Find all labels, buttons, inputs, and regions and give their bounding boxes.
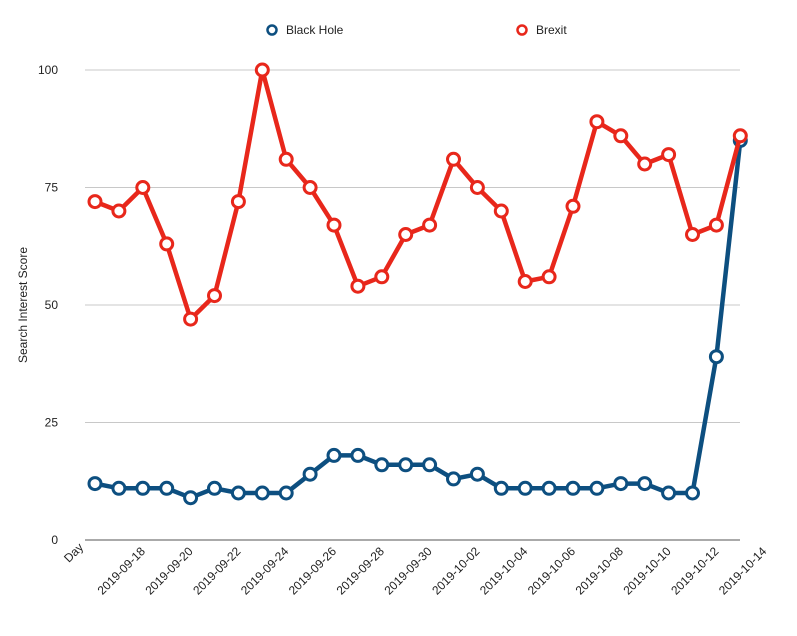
x-tick-label: 2019-09-30 <box>381 544 435 598</box>
x-axis-title: Day <box>61 540 86 565</box>
x-tick-label: 2019-10-10 <box>620 544 674 598</box>
data-point <box>350 447 366 463</box>
data-point <box>254 485 270 501</box>
data-point <box>350 278 366 294</box>
data-point <box>446 471 461 487</box>
data-point <box>541 269 557 285</box>
legend-marker <box>516 24 528 36</box>
data-point <box>326 447 342 463</box>
x-tick-label: 2019-09-20 <box>142 544 196 598</box>
data-point <box>541 480 557 496</box>
data-point <box>469 466 485 482</box>
data-point <box>565 480 581 496</box>
legend-label: Black Hole <box>286 23 344 37</box>
x-tick-label: 2019-09-28 <box>334 544 388 598</box>
data-point <box>422 457 438 473</box>
x-tick-label: 2019-10-08 <box>573 544 627 598</box>
data-point <box>278 485 294 501</box>
data-point <box>517 274 533 289</box>
data-point <box>708 349 724 365</box>
data-point <box>637 156 653 172</box>
data-point <box>422 217 438 233</box>
series-line <box>94 140 743 500</box>
data-point <box>493 480 509 496</box>
data-point <box>302 466 318 482</box>
data-point <box>589 480 605 496</box>
data-point <box>230 485 246 501</box>
data-point <box>159 480 175 496</box>
data-series <box>87 62 748 506</box>
data-point <box>613 476 629 492</box>
data-point <box>398 227 414 242</box>
data-point <box>374 269 390 285</box>
data-point <box>374 457 390 473</box>
x-tick-label: 2019-09-22 <box>190 544 244 598</box>
data-point <box>517 480 533 496</box>
x-axis-ticks: 2019-09-182019-09-202019-09-222019-09-24… <box>95 544 770 598</box>
data-point <box>135 480 151 496</box>
grid-lines <box>85 69 740 541</box>
y-tick-label: 50 <box>45 298 59 312</box>
data-point <box>732 128 748 144</box>
data-point <box>493 203 509 219</box>
data-point <box>446 151 461 167</box>
y-tick-label: 75 <box>45 181 59 195</box>
data-point <box>111 203 127 219</box>
series-brexit <box>87 62 748 327</box>
data-point <box>685 485 700 501</box>
x-tick-label: 2019-09-26 <box>286 544 340 598</box>
x-tick-label: 2019-10-06 <box>525 544 579 598</box>
data-point <box>183 311 199 327</box>
data-point <box>254 62 270 78</box>
legend-label: Brexit <box>536 23 567 37</box>
x-tick-label: 2019-09-18 <box>95 544 149 598</box>
data-point <box>87 476 103 492</box>
x-tick-label: 2019-10-02 <box>429 544 483 598</box>
x-tick-label: 2019-10-04 <box>477 544 531 598</box>
data-point <box>708 217 724 233</box>
data-point <box>183 490 199 506</box>
data-point <box>87 194 103 210</box>
data-point <box>469 180 485 195</box>
y-tick-label: 100 <box>38 63 58 77</box>
data-point <box>207 480 222 496</box>
data-point <box>207 288 222 304</box>
data-point <box>661 147 677 163</box>
data-point <box>637 476 653 492</box>
series-line <box>94 67 743 322</box>
data-point <box>159 236 175 252</box>
y-tick-label: 25 <box>45 416 59 430</box>
data-point <box>661 485 677 501</box>
x-tick-label: 2019-10-14 <box>716 544 770 598</box>
data-point <box>589 114 605 130</box>
x-tick-label: 2019-09-24 <box>238 544 292 598</box>
series-black-hole <box>87 133 748 506</box>
legend: Black Hole Brexit <box>266 23 567 37</box>
data-point <box>302 180 318 195</box>
data-point <box>135 180 151 195</box>
data-point <box>326 217 342 233</box>
x-tick-label: 2019-10-12 <box>668 544 722 598</box>
data-point <box>398 457 414 473</box>
data-point <box>111 480 127 496</box>
data-point <box>613 128 629 144</box>
data-point <box>565 198 581 214</box>
data-point <box>278 151 294 167</box>
data-point <box>685 227 700 242</box>
y-tick-label: 0 <box>51 533 58 547</box>
legend-marker <box>266 24 278 36</box>
y-axis-title: Search Interest Score <box>16 247 30 363</box>
data-point <box>230 194 246 210</box>
y-axis-ticks: 0 25 50 75 100 <box>38 63 58 547</box>
